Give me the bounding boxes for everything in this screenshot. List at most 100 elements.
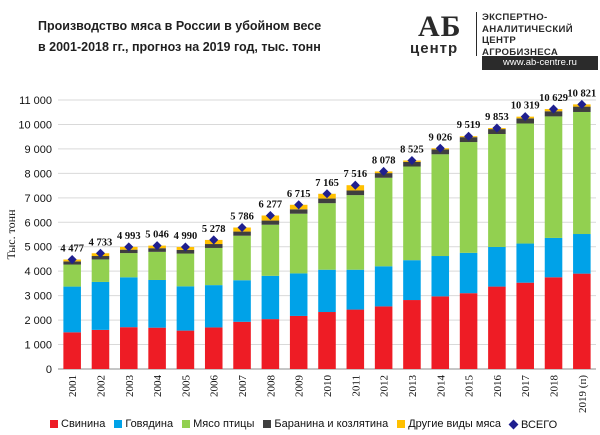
logo-line-2: АНАЛИТИЧЕСКИЙ (482, 23, 573, 35)
chart-legend: Свинина Говядина Мясо птицы Баранина и козл… (50, 418, 566, 432)
bar-segment-beef (148, 279, 166, 328)
y-tick-label: 2 000 (24, 315, 52, 327)
legend-swatch (50, 420, 58, 428)
bar-segment-pork (148, 327, 166, 369)
bar-segment-beef (374, 266, 393, 307)
bar-segment-beef (573, 234, 591, 274)
bar-segment-beef (176, 286, 195, 331)
legend-label: Другие виды мяса (408, 418, 502, 430)
bar-segment-pork (459, 293, 478, 369)
bar-segment-pork (204, 327, 223, 369)
bar-segment-poultry (289, 213, 308, 274)
total-data-label: 10 319 (511, 101, 540, 112)
bar-segment-beef (544, 237, 563, 278)
x-tick-label: 2015 (464, 375, 476, 398)
x-tick-label: 2008 (265, 375, 277, 398)
bar-segment-pork (176, 330, 195, 369)
bar-segment-beef (289, 273, 308, 316)
total-data-label: 7 516 (344, 169, 368, 180)
total-data-label: 4 990 (174, 231, 198, 242)
y-tick-label: 11 000 (19, 95, 52, 107)
logo-divider (476, 12, 477, 56)
x-tick-label: 2005 (180, 375, 192, 398)
x-tick-label: 2019 (п) (577, 375, 589, 413)
total-marker (67, 254, 77, 265)
total-data-label: 6 277 (259, 199, 283, 210)
bar-segment-beef (204, 285, 223, 328)
total-data-label: 4 477 (60, 244, 84, 255)
total-marker (95, 248, 105, 258)
bar-segment-beef (516, 243, 534, 283)
logo-ab-mark: АБ (418, 10, 462, 43)
total-marker (294, 200, 304, 210)
logo-line-1: ЭКСПЕРТНО- (482, 12, 548, 23)
bar-segment-lamb (176, 249, 195, 254)
logo-line-3: ЦЕНТР (482, 35, 517, 46)
legend-label: ВСЕГО (521, 418, 558, 431)
stacked-bar-chart: 0 1 000 2 000 3 000 4 000 5 000 6 000 7 000 8 00… (4, 88, 596, 413)
bar-segment-lamb (261, 220, 280, 225)
y-tick-label: 10 000 (18, 119, 52, 131)
x-tick-label: 2011 (350, 375, 362, 397)
legend-label: Баранина и козлятина (274, 418, 389, 430)
total-data-label: 5 046 (145, 230, 169, 241)
bar-segment-poultry (204, 247, 223, 286)
y-tick-label: 7 000 (24, 193, 52, 205)
bar-segment-pork (544, 277, 563, 369)
bar-segment-beef (459, 252, 478, 294)
bar-segment-poultry (176, 253, 195, 287)
bar-segment-pork (120, 327, 138, 369)
bar-segment-pork (516, 282, 534, 369)
chart-title: Производство мяса в России в убойном вес… (38, 16, 368, 58)
bar-segment-poultry (544, 116, 563, 238)
title-line-2: в 2001-2018 гг., прогноз на 2019 год, ты… (38, 40, 321, 54)
legend-item-other: Другие виды мяса (397, 418, 501, 430)
bar-segment-pork (374, 306, 393, 369)
logo-url: www.ab-centre.ru (482, 56, 598, 70)
bar-segment-lamb (204, 244, 223, 248)
legend-item-beef: Говядина (114, 418, 173, 430)
bar-segment-poultry (431, 154, 450, 257)
legend-label: Говядина (125, 418, 174, 430)
legend-item-poultry: Мясо птицы (182, 418, 254, 430)
total-data-label: 9 519 (457, 120, 481, 131)
logo-text: ЭКСПЕРТНО- АНАЛИТИЧЕСКИЙ ЦЕНТР АГРОБИЗНЕ… (482, 12, 573, 58)
y-tick-label: 5 000 (24, 242, 52, 254)
legend-swatch (397, 420, 406, 428)
bar-segment-beef (403, 260, 421, 301)
bar-segment-beef (63, 286, 81, 333)
total-marker (124, 242, 134, 252)
total-marker (407, 155, 417, 166)
x-tick-label: 2016 (492, 375, 504, 398)
y-axis-label: Тыс. тонн (4, 209, 18, 260)
total-data-label: 9 026 (428, 132, 452, 143)
bar-segment-poultry (318, 203, 336, 270)
bar-segment-poultry (488, 133, 506, 247)
total-data-label: 8 525 (400, 145, 424, 156)
bar-segment-beef (91, 281, 110, 330)
y-tick-label: 6 000 (24, 217, 52, 229)
x-tick-label: 2009 (294, 375, 306, 398)
x-tick-label: 2014 (435, 375, 447, 398)
x-tick-label: 2006 (209, 375, 221, 398)
bar-segment-beef (318, 269, 336, 313)
y-tick-label: 9 000 (24, 144, 52, 156)
total-marker (265, 210, 275, 221)
bar-segment-pork (431, 296, 450, 369)
x-tick-label: 2001 (67, 375, 79, 397)
total-marker (435, 143, 445, 153)
x-tick-label: 2012 (379, 375, 391, 397)
x-tick-label: 2018 (549, 375, 561, 398)
bar-segment-pork (63, 332, 81, 369)
bar-segment-poultry (148, 251, 166, 280)
y-tick-label: 4 000 (24, 266, 52, 278)
legend-item-lamb: Баранина и козлятина (263, 418, 388, 430)
logo-center-word: центр (410, 40, 459, 57)
legend-swatch (263, 420, 272, 428)
bar-segment-beef (233, 280, 251, 322)
legend-item-pork: Свинина (50, 418, 105, 430)
total-data-label: 8 078 (372, 155, 396, 166)
bar-segment-lamb (544, 111, 563, 117)
x-tick-label: 2010 (322, 375, 334, 398)
title-line-1: Производство мяса в России в убойном вес… (38, 19, 322, 33)
